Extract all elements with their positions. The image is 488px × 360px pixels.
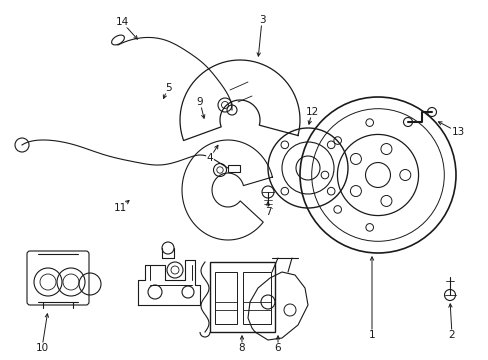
Text: 11: 11 [113, 203, 126, 213]
Text: 13: 13 [450, 127, 464, 137]
Text: 3: 3 [258, 15, 265, 25]
Text: 1: 1 [368, 330, 375, 340]
Bar [227, 165, 240, 172]
Bar [243, 272, 270, 324]
Text: 7: 7 [264, 207, 271, 217]
Text: 6: 6 [274, 343, 281, 353]
Text: 14: 14 [115, 17, 128, 27]
Text: 8: 8 [238, 343, 245, 353]
Text: 5: 5 [164, 83, 171, 93]
Bar [215, 272, 237, 324]
Bar [209, 262, 274, 332]
Text: 9: 9 [196, 97, 203, 107]
Text: 2: 2 [448, 330, 454, 340]
Text: 4: 4 [206, 153, 213, 163]
Text: 10: 10 [35, 343, 48, 353]
Text: 12: 12 [305, 107, 318, 117]
